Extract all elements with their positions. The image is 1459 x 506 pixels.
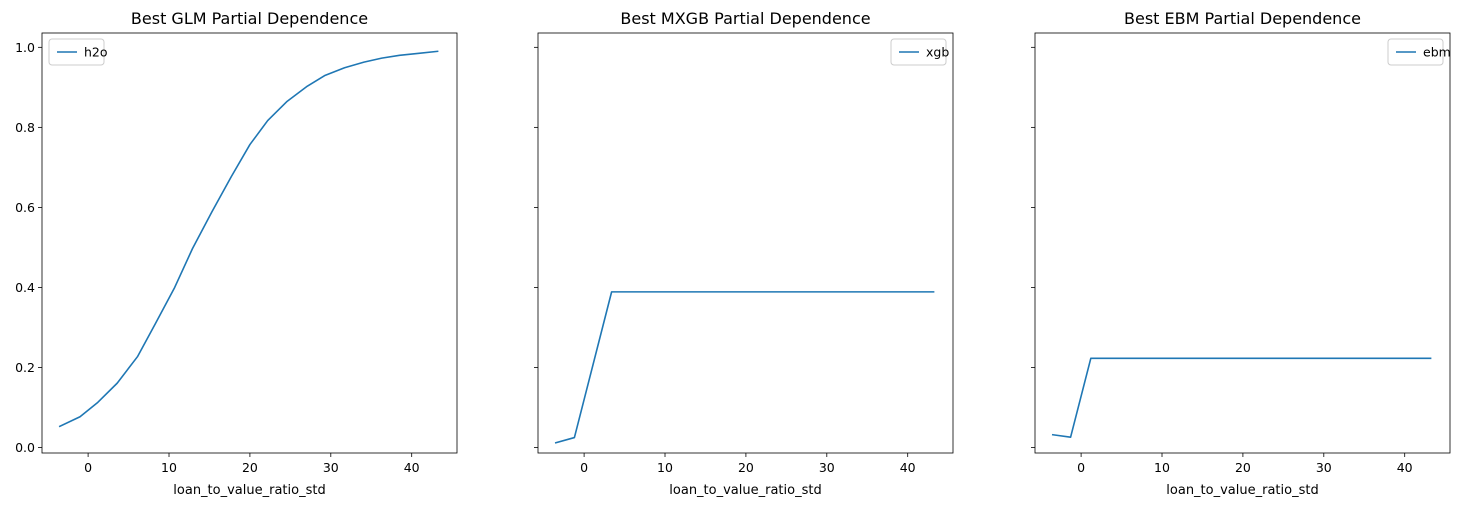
legend: ebm xyxy=(1387,38,1451,66)
x-tick-label: 10 xyxy=(161,460,177,475)
x-tick-label: 0 xyxy=(580,460,588,475)
series-line-h2o xyxy=(58,50,439,428)
x-tick-label: 40 xyxy=(900,460,916,475)
legend: h2o xyxy=(48,38,108,66)
y-tick-label: 0.0 xyxy=(15,440,35,455)
x-tick-label: 10 xyxy=(657,460,673,475)
x-tick-label: 20 xyxy=(242,460,258,475)
series-line-xgb xyxy=(554,291,935,444)
legend-label: h2o xyxy=(84,45,108,60)
legend: xgb xyxy=(890,38,949,66)
x-tick-label: 30 xyxy=(819,460,835,475)
x-tick-label: 10 xyxy=(1154,460,1170,475)
y-tick-label: 1.0 xyxy=(15,40,35,55)
x-axis-label: loan_to_value_ratio_std xyxy=(1166,483,1318,498)
x-tick-label: 0 xyxy=(1077,460,1085,475)
chart-title: Best EBM Partial Dependence xyxy=(1124,9,1361,28)
x-tick-label: 40 xyxy=(1397,460,1413,475)
plot-frame xyxy=(537,32,954,454)
legend-label: ebm xyxy=(1423,45,1451,60)
plot-frame xyxy=(1034,32,1451,454)
y-tick-label: 0.6 xyxy=(15,200,35,215)
y-tick-label: 0.2 xyxy=(15,360,35,375)
subplot-1: Best GLM Partial Dependence 0 10 20 30 40 0.0 0… xyxy=(15,9,458,498)
x-axis-label: loan_to_value_ratio_std xyxy=(173,483,325,498)
chart-title: Best GLM Partial Dependence xyxy=(131,9,368,28)
series-line-ebm xyxy=(1051,357,1432,438)
x-tick-label: 20 xyxy=(738,460,754,475)
x-tick-label: 20 xyxy=(1235,460,1251,475)
x-tick-label: 30 xyxy=(323,460,339,475)
x-tick-label: 40 xyxy=(404,460,420,475)
subplot-3: Best EBM Partial Dependence 0 10 20 30 40 loan… xyxy=(1031,9,1451,498)
subplot-2: Best MXGB Partial Dependence 0 10 20 30 40 loa… xyxy=(534,9,954,498)
y-tick-label: 0.4 xyxy=(15,280,35,295)
chart-title: Best MXGB Partial Dependence xyxy=(620,9,870,28)
x-tick-label: 0 xyxy=(84,460,92,475)
x-tick-label: 30 xyxy=(1316,460,1332,475)
plot-frame xyxy=(41,32,458,454)
x-axis-label: loan_to_value_ratio_std xyxy=(669,483,821,498)
legend-label: xgb xyxy=(926,45,949,60)
y-tick-label: 0.8 xyxy=(15,120,35,135)
